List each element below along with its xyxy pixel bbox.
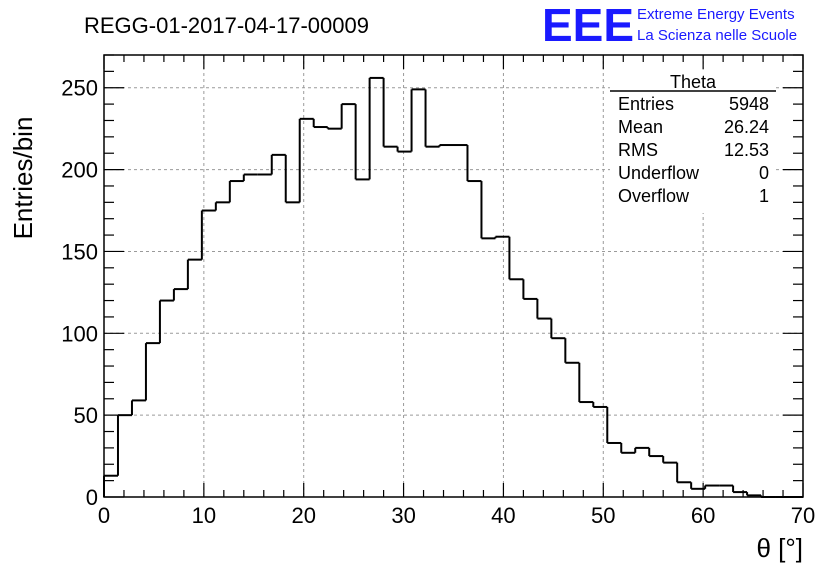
histogram-bin: [172, 288, 188, 301]
x-tick-label: 40: [491, 503, 515, 528]
histogram-bin: [298, 117, 314, 203]
histogram-bin: [648, 447, 664, 458]
y-tick-label: 50: [74, 403, 98, 428]
histogram-bin: [130, 399, 146, 416]
x-tick-label: 30: [391, 503, 415, 528]
histogram-bin: [592, 402, 608, 408]
histogram-bin: [340, 103, 356, 129]
histogram-bin: [522, 279, 538, 300]
histogram-bin: [466, 145, 482, 183]
stats-row-value: 0: [759, 163, 769, 183]
histogram-bin: [103, 474, 118, 497]
histogram-bin: [662, 456, 678, 464]
histogram-bin: [536, 298, 552, 320]
grid-lines: [104, 55, 803, 497]
histogram-bin: [746, 492, 762, 497]
x-tick-label: 20: [291, 503, 315, 528]
histogram-bin: [494, 235, 510, 239]
stats-row-label: RMS: [618, 140, 658, 160]
stats-row-value: 1: [759, 186, 769, 206]
y-tick-label: 200: [61, 158, 98, 183]
x-tick-label: 50: [591, 503, 615, 528]
axis-ticks: [103, 54, 804, 498]
y-axis-title: Entries/bin: [8, 117, 38, 240]
histogram-bin: [228, 180, 244, 203]
histogram-bin: [564, 338, 580, 364]
stats-row-label: Overflow: [618, 186, 690, 206]
histogram-bin: [480, 181, 496, 240]
histogram-bin: [368, 76, 384, 180]
y-tick-label: 0: [86, 485, 98, 510]
histogram-bin: [284, 154, 300, 204]
eee-logo-text: EEE: [542, 0, 634, 51]
x-tick-label: 70: [791, 503, 815, 528]
histogram-bin: [242, 173, 258, 182]
x-tick-label: 10: [192, 503, 216, 528]
histogram-bin: [326, 127, 342, 130]
histogram-bin: [214, 201, 230, 211]
histogram-bin: [158, 299, 174, 344]
x-tick-label: 0: [98, 503, 110, 528]
stats-row-value: 26.24: [724, 117, 769, 137]
histogram-bin: [382, 77, 398, 148]
histogram-bin: [676, 462, 692, 484]
histogram-bin: [550, 318, 566, 340]
y-tick-label: 250: [61, 76, 98, 101]
stats-row-value: 12.53: [724, 140, 769, 160]
histogram-bin: [732, 485, 748, 494]
histogram-bin: [186, 258, 202, 290]
stats-row-label: Underflow: [618, 163, 700, 183]
y-tick-label: 150: [61, 239, 98, 264]
x-tick-label: 60: [691, 503, 715, 528]
histogram-bin: [606, 406, 622, 444]
histogram-bin: [270, 153, 286, 175]
brand-line-1: Extreme Energy Events: [637, 6, 795, 23]
histogram-bin: [438, 144, 454, 147]
x-axis-title: θ [°]: [756, 533, 803, 563]
histogram-bin: [424, 89, 440, 148]
plot-title: REGG-01-2017-04-17-00009: [84, 13, 369, 38]
stats-rows: Entries 5948 Mean 26.24 RMS 12.53 Underflow 0 Ov…: [618, 94, 769, 206]
histogram-bin: [704, 484, 720, 489]
eee-logo: EEE Extreme Energy Events La Scienza nel…: [542, 0, 797, 51]
histogram-bin: [634, 446, 650, 453]
histogram-bin: [144, 342, 160, 401]
histogram-bin: [508, 236, 524, 281]
y-tick-labels: 0 50 100 150 200 250: [61, 76, 98, 510]
histogram-bin: [354, 104, 370, 181]
histogram-bin: [200, 209, 216, 260]
stats-row-label: Mean: [618, 117, 663, 137]
y-tick-label: 100: [61, 321, 98, 346]
stats-row-value: 5948: [729, 94, 769, 114]
histogram-bin: [116, 414, 132, 476]
histogram-bin: [396, 146, 412, 153]
stats-box-background: [610, 73, 776, 213]
stats-box: Theta Entries 5948 Mean 26.24 RMS 12.53 Underf…: [610, 72, 776, 213]
histogram-bin: [312, 118, 328, 129]
histogram-bin: [620, 442, 636, 454]
stats-title: Theta: [670, 72, 717, 92]
stats-row-label: Entries: [618, 94, 674, 114]
histogram-bin: [410, 88, 426, 152]
brand-line-2: La Scienza nelle Scuole: [637, 27, 797, 44]
plot-frame: [103, 54, 804, 498]
x-tick-labels: 0 10 20 30 40 50 60 70: [98, 503, 815, 528]
histogram-bin: [578, 362, 594, 404]
